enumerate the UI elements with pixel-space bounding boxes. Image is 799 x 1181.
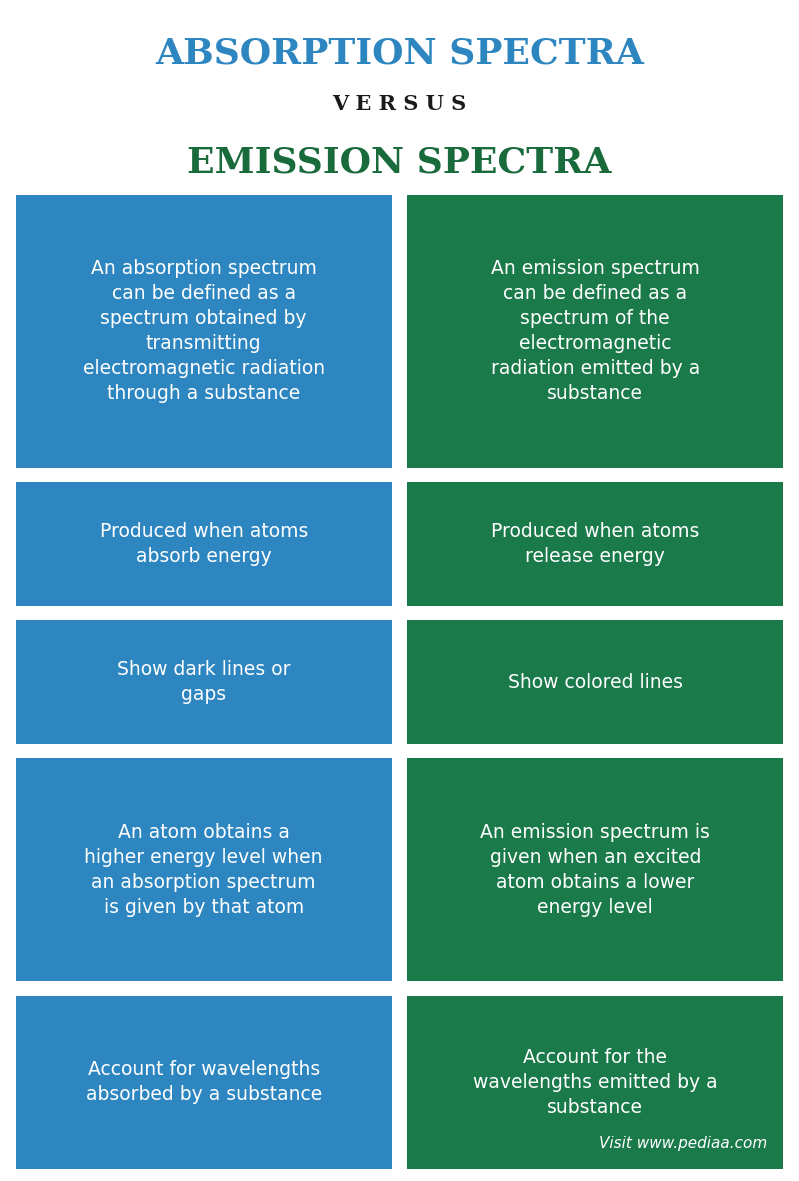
FancyBboxPatch shape [407,620,783,744]
Text: Produced when atoms
absorb energy: Produced when atoms absorb energy [100,522,308,566]
Text: V E R S U S: V E R S U S [332,94,467,113]
Text: An absorption spectrum
can be defined as a
spectrum obtained by
transmitting
ele: An absorption spectrum can be defined as… [82,260,325,403]
FancyBboxPatch shape [16,996,392,1169]
Text: Produced when atoms
release energy: Produced when atoms release energy [491,522,699,566]
FancyBboxPatch shape [407,758,783,981]
Text: ABSORPTION SPECTRA: ABSORPTION SPECTRA [155,37,644,70]
FancyBboxPatch shape [407,195,783,468]
FancyBboxPatch shape [16,482,392,606]
Text: EMISSION SPECTRA: EMISSION SPECTRA [187,146,612,180]
FancyBboxPatch shape [16,195,392,468]
Text: An emission spectrum
can be defined as a
spectrum of the
electromagnetic
radiati: An emission spectrum can be defined as a… [491,260,700,403]
Text: Visit www.pediaa.com: Visit www.pediaa.com [598,1136,767,1151]
FancyBboxPatch shape [407,996,783,1169]
Text: An emission spectrum is
given when an excited
atom obtains a lower
energy level: An emission spectrum is given when an ex… [480,823,710,916]
Text: Account for wavelengths
absorbed by a substance: Account for wavelengths absorbed by a su… [85,1061,322,1104]
FancyBboxPatch shape [16,620,392,744]
Text: Show colored lines: Show colored lines [507,672,683,692]
Text: An atom obtains a
higher energy level when
an absorption spectrum
is given by th: An atom obtains a higher energy level wh… [85,823,323,916]
FancyBboxPatch shape [16,758,392,981]
Text: Account for the
wavelengths emitted by a
substance: Account for the wavelengths emitted by a… [473,1048,718,1117]
Text: Show dark lines or
gaps: Show dark lines or gaps [117,660,291,704]
FancyBboxPatch shape [407,482,783,606]
